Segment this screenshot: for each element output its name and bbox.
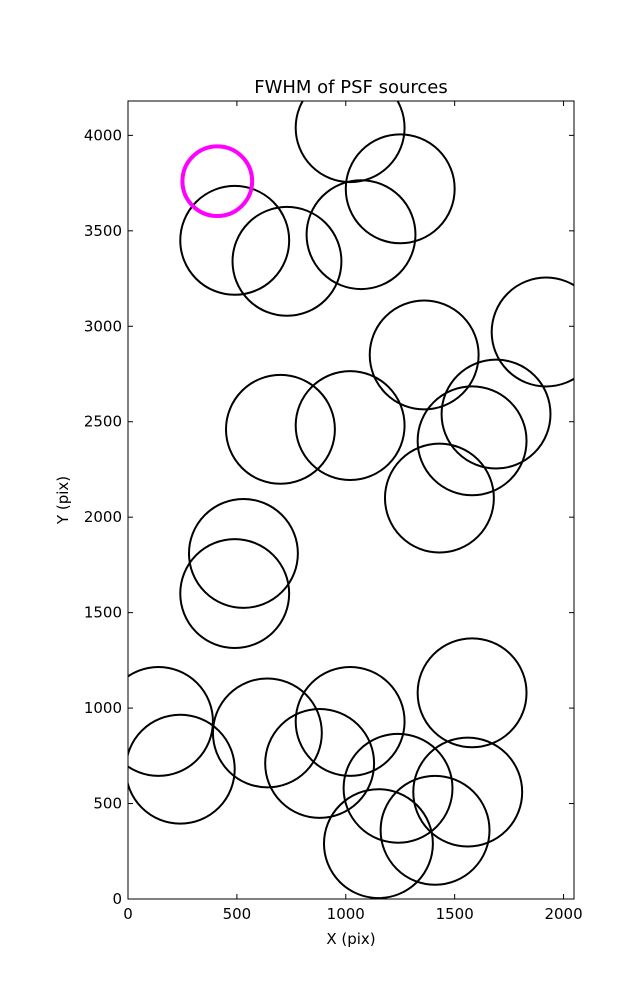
psf-circle-13 — [179, 538, 291, 649]
y-tick-label-500: 500 — [93, 795, 122, 813]
psf-circle-17 — [294, 666, 406, 777]
psf-circle-16 — [211, 677, 323, 789]
x-tick-label-500: 500 — [223, 905, 252, 923]
psf-circle-22 — [379, 774, 491, 886]
psf-circle-6 — [368, 299, 480, 411]
x-tick-label-1000: 1000 — [327, 905, 365, 923]
psf-circle-1 — [344, 133, 456, 245]
y-axis-label: Y (pix) — [54, 476, 72, 525]
y-tick-label-4000: 4000 — [84, 126, 122, 144]
psf-circle-7 — [440, 358, 552, 470]
markers-layer — [128, 101, 574, 899]
psf-circle-10 — [416, 385, 528, 497]
psf-circle-18 — [128, 713, 236, 825]
psf-circle-4 — [305, 179, 417, 291]
highlight-psf-circle — [180, 144, 255, 219]
psf-circle-9 — [294, 370, 406, 481]
x-tick-label-0: 0 — [123, 905, 133, 923]
y-tick-label-3500: 3500 — [84, 222, 122, 240]
psf-circle-21 — [412, 736, 524, 848]
y-tick-label-1000: 1000 — [84, 699, 122, 717]
chart-title: FWHM of PSF sources — [254, 77, 448, 98]
y-tick-label-0: 0 — [112, 890, 122, 908]
psf-circle-2 — [179, 184, 291, 296]
x-tick-label-2000: 2000 — [544, 905, 582, 923]
x-axis-label: X (pix) — [326, 930, 375, 948]
y-tick-label-2500: 2500 — [84, 413, 122, 431]
psf-circle-19 — [264, 708, 376, 819]
psf-circle-15 — [128, 666, 214, 777]
y-tick-label-2000: 2000 — [84, 508, 122, 526]
psf-circle-14 — [416, 637, 528, 749]
psf-circle-12 — [187, 498, 299, 609]
x-tick-label-1500: 1500 — [436, 905, 474, 923]
psf-circle-3 — [231, 205, 343, 317]
y-tick-label-3000: 3000 — [84, 317, 122, 335]
ticks-layer: 0 500 1000 1500 2000 0 500 1000 1500 2000 2500 3000… — [84, 101, 583, 923]
psf-circle-20 — [342, 732, 454, 844]
psf-circle-8 — [224, 373, 336, 485]
plot-frame — [127, 100, 575, 900]
psf-circle-5 — [490, 276, 574, 388]
y-tick-label-1500: 1500 — [84, 604, 122, 622]
psf-circle-11 — [383, 442, 495, 554]
psf-circle-23 — [323, 788, 434, 899]
